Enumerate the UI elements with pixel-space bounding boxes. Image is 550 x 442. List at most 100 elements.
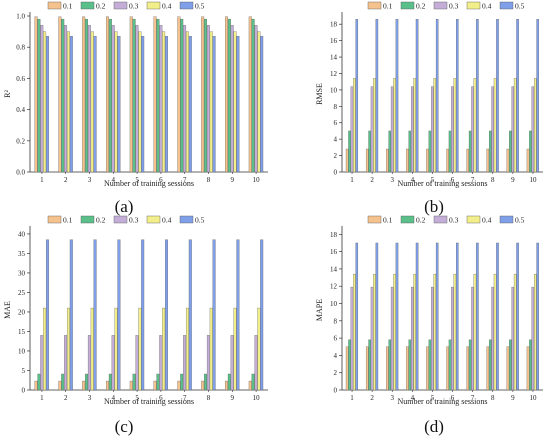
bar-0.4-8 xyxy=(493,78,497,173)
bar-0.5-5 xyxy=(141,36,145,173)
bar-0.5-3 xyxy=(93,239,97,391)
bar-0.5-6 xyxy=(456,19,459,173)
bar-0.2-8 xyxy=(488,130,492,173)
legend-label: 0.2 xyxy=(416,216,426,225)
bar-0.3-1 xyxy=(350,86,354,173)
bar-0.3-1 xyxy=(40,25,44,173)
x-tick-label: 6 xyxy=(159,394,163,402)
legend-swatch xyxy=(400,215,415,224)
y-tick-label: 0.4 xyxy=(16,106,25,114)
y-tick-label: 10 xyxy=(330,300,338,308)
bar-0.5-6 xyxy=(165,36,168,173)
legend-label: 0.3 xyxy=(449,2,459,11)
bar-0.4-3 xyxy=(393,273,396,391)
x-tick-label: 10 xyxy=(253,394,261,402)
bar-0.3-8 xyxy=(206,25,210,173)
x-tick-label: 7 xyxy=(471,176,475,184)
bar-0.1-5 xyxy=(129,16,133,173)
bar-0.1-10 xyxy=(526,346,530,391)
legend-swatch xyxy=(113,215,128,224)
bar-0.4-4 xyxy=(114,31,118,173)
bar-0.3-10 xyxy=(531,286,535,391)
bar-0.2-7 xyxy=(468,130,472,173)
bar-0.5-7 xyxy=(188,36,192,173)
bar-0.5-9 xyxy=(516,19,519,173)
x-tick-label: 6 xyxy=(159,176,163,184)
y-tick-label: 35 xyxy=(18,250,26,258)
bar-0.1-4 xyxy=(406,148,409,173)
bar-0.1-6 xyxy=(153,16,157,173)
bar-0.1-1 xyxy=(34,16,38,173)
bar-0.3-4 xyxy=(410,86,414,173)
bar-0.3-2 xyxy=(64,25,68,173)
bar-0.5-10 xyxy=(260,239,264,391)
chart-panel-1: 0.0 0.2 0.4 0.6 0.8 1.0 1 2 3 4 5 6 7 8 9 10 Number of t… xyxy=(3,1,268,216)
legend-swatch xyxy=(433,215,448,224)
y-tick-label: 16 xyxy=(330,37,338,45)
x-axis-label: Number of training sessions xyxy=(104,397,194,406)
bar-0.3-3 xyxy=(87,335,91,391)
x-tick-label: 1 xyxy=(40,176,44,184)
bar-0.3-9 xyxy=(511,86,515,173)
bar-0.3-5 xyxy=(135,25,139,173)
bar-0.5-8 xyxy=(212,239,216,391)
bar-0.4-1 xyxy=(353,273,356,391)
legend-swatch xyxy=(499,215,514,224)
x-tick-label: 5 xyxy=(135,176,139,184)
bar-0.4-3 xyxy=(90,307,94,391)
bar-0.5-10 xyxy=(536,242,539,391)
panel-label: (d) xyxy=(424,417,444,436)
bar-0.4-5 xyxy=(433,78,437,173)
bar-0.3-3 xyxy=(87,25,91,173)
legend-label: 0.2 xyxy=(96,216,106,225)
legend-label: 0.3 xyxy=(449,216,459,225)
y-tick-label: 0.6 xyxy=(16,75,25,83)
bar-0.1-3 xyxy=(386,148,389,173)
legend-swatch xyxy=(499,1,514,10)
bar-0.1-1 xyxy=(345,148,349,173)
bar-0.2-1 xyxy=(348,339,351,391)
bar-0.3-9 xyxy=(230,335,234,391)
bar-0.2-4 xyxy=(408,130,412,173)
bar-0.1-8 xyxy=(201,380,205,391)
y-tick-label: 2 xyxy=(334,369,338,377)
bar-0.2-7 xyxy=(180,18,184,173)
bar-0.5-5 xyxy=(141,239,145,391)
panel-label: (b) xyxy=(424,197,444,216)
x-tick-label: 1 xyxy=(350,176,354,184)
y-tick-label: 0 xyxy=(334,169,338,177)
y-tick-label: 8 xyxy=(334,103,338,111)
bar-0.4-9 xyxy=(513,78,517,173)
bar-0.4-4 xyxy=(413,273,416,391)
bar-0.3-9 xyxy=(230,25,234,173)
y-axis-label: RMSE xyxy=(315,83,324,105)
x-tick-label: 3 xyxy=(88,176,92,184)
bar-0.4-4 xyxy=(114,307,118,391)
bar-0.1-9 xyxy=(506,148,510,173)
x-tick-label: 10 xyxy=(529,394,537,402)
bar-0.1-7 xyxy=(466,346,469,391)
bar-0.3-8 xyxy=(491,86,494,173)
y-tick-label: 40 xyxy=(18,230,26,238)
bar-0.2-5 xyxy=(428,339,432,391)
y-tick-label: 4 xyxy=(334,352,338,360)
bar-0.2-9 xyxy=(227,18,231,173)
legend-label: 0.2 xyxy=(96,2,106,11)
bar-0.1-10 xyxy=(248,16,252,173)
bar-0.2-2 xyxy=(368,339,371,391)
bar-0.2-1 xyxy=(37,18,41,173)
legend-swatch xyxy=(466,215,481,224)
bar-0.4-3 xyxy=(90,31,94,173)
chart-panel-3: 0 5 10 15 20 25 30 35 40 1 2 3 4 5 6 7 8 9 10 Number of tra… xyxy=(3,215,268,436)
legend: 0.1 0.2 0.3 0.4 0.5 xyxy=(367,215,525,225)
x-tick-label: 7 xyxy=(183,176,187,184)
x-tick-label: 2 xyxy=(64,394,68,402)
bar-0.3-2 xyxy=(370,86,374,173)
legend-swatch xyxy=(146,1,161,10)
bar-0.5-9 xyxy=(236,36,240,173)
bar-0.5-4 xyxy=(117,36,121,173)
x-tick-label: 2 xyxy=(370,394,374,402)
x-tick-label: 7 xyxy=(183,394,187,402)
x-tick-label: 1 xyxy=(40,394,44,402)
bar-0.3-10 xyxy=(254,335,258,391)
